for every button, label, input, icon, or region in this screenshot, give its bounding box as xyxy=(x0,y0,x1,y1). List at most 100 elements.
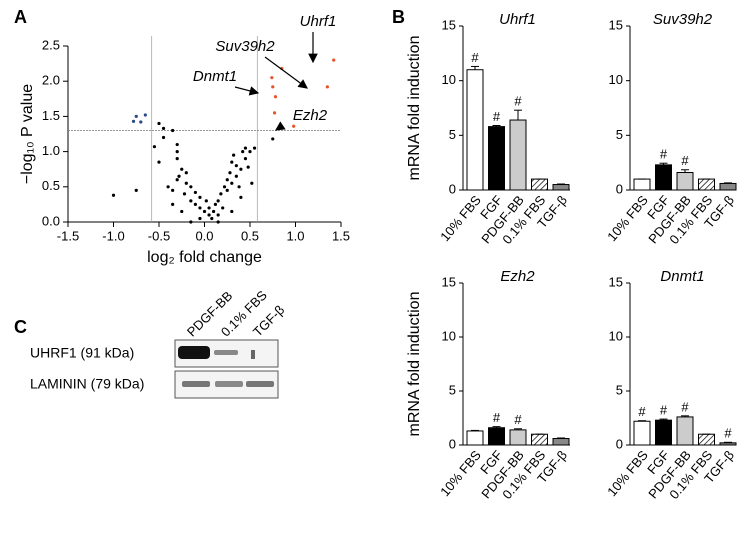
point xyxy=(213,202,218,206)
point xyxy=(216,220,220,224)
chart-title: Uhrf1 xyxy=(499,11,536,28)
x-tick-label: -1.0 xyxy=(102,228,124,243)
point xyxy=(175,157,179,161)
bar xyxy=(698,433,715,446)
bar xyxy=(719,182,737,191)
point xyxy=(175,150,179,154)
significance: # xyxy=(638,404,646,419)
point xyxy=(175,178,179,182)
point xyxy=(131,119,136,123)
point xyxy=(230,209,234,214)
bar xyxy=(676,416,694,446)
point xyxy=(273,95,278,99)
significance: # xyxy=(514,94,522,109)
point xyxy=(234,174,238,178)
y-tick-label: 1.0 xyxy=(42,143,60,158)
y-axis-label: mRNA fold induction xyxy=(406,36,423,181)
bar xyxy=(698,178,715,191)
point xyxy=(189,185,193,189)
bar xyxy=(633,420,651,446)
point xyxy=(207,213,211,217)
point xyxy=(193,202,197,206)
point xyxy=(252,146,257,150)
point xyxy=(219,192,223,196)
point xyxy=(216,213,220,217)
point xyxy=(222,185,227,189)
point xyxy=(243,157,248,161)
bar xyxy=(531,178,548,191)
blot-band xyxy=(215,381,243,387)
point xyxy=(272,111,277,115)
chart-title: Dnmt1 xyxy=(660,268,704,285)
point xyxy=(207,206,211,210)
point xyxy=(210,216,214,221)
significance: # xyxy=(681,153,689,168)
blot-band xyxy=(251,350,255,359)
y-tick-label: 5 xyxy=(616,382,623,397)
point xyxy=(180,209,184,214)
y-axis-label: mRNA fold induction xyxy=(406,292,423,437)
blot-band xyxy=(246,381,274,387)
significance: # xyxy=(514,412,522,427)
point xyxy=(184,171,188,175)
point xyxy=(237,185,241,189)
point xyxy=(134,188,138,192)
point xyxy=(198,206,202,210)
point xyxy=(270,76,274,80)
significance: # xyxy=(660,403,668,418)
row-label: LAMININ (79 kDa) xyxy=(30,376,144,392)
x-tick-label: 10% FBS xyxy=(437,192,484,244)
point xyxy=(143,113,147,117)
point xyxy=(332,58,336,62)
point xyxy=(243,146,248,150)
point xyxy=(248,150,252,154)
point xyxy=(189,220,193,224)
point xyxy=(166,185,170,189)
y-tick-label: 5 xyxy=(449,127,456,142)
x-tick-label: 10% FBS xyxy=(604,447,651,499)
point xyxy=(198,195,202,199)
y-tick-label: 0 xyxy=(616,436,623,451)
annotation: Ezh2 xyxy=(293,107,328,124)
y-tick-label: 10 xyxy=(442,72,456,87)
row-label: UHRF1 (91 kDa) xyxy=(30,345,134,361)
point xyxy=(204,199,208,203)
point xyxy=(171,128,175,133)
x-tick-label: -0.5 xyxy=(148,228,170,243)
blot-band xyxy=(214,350,238,355)
bar xyxy=(509,429,527,446)
point xyxy=(271,137,275,141)
point xyxy=(180,167,184,171)
bar xyxy=(466,430,484,446)
bar xyxy=(488,427,505,446)
point xyxy=(202,209,207,214)
significance: # xyxy=(493,109,501,124)
y-tick-label: 15 xyxy=(609,17,623,32)
bar xyxy=(531,433,548,446)
point xyxy=(152,145,157,149)
point xyxy=(161,126,166,130)
y-tick-label: 15 xyxy=(442,17,456,32)
point xyxy=(157,121,161,126)
point xyxy=(216,199,220,203)
point xyxy=(271,85,275,89)
x-tick-label: 1.0 xyxy=(286,228,304,243)
chart-title: Suv39h2 xyxy=(653,11,713,28)
point xyxy=(175,142,179,147)
y-tick-label: 5 xyxy=(449,382,456,397)
panel-label: C xyxy=(14,317,27,337)
bar xyxy=(552,438,570,446)
bar xyxy=(676,172,694,191)
bar xyxy=(466,69,484,191)
y-tick-label: 0 xyxy=(616,181,623,196)
point xyxy=(250,181,254,185)
point xyxy=(232,153,236,157)
point xyxy=(228,171,232,175)
bar xyxy=(509,119,527,191)
x-tick-label: 0.0 xyxy=(195,228,213,243)
significance: # xyxy=(493,410,501,425)
y-tick-label: 2.0 xyxy=(42,73,60,88)
y-tick-label: 0 xyxy=(449,436,456,451)
annotation: Dnmt1 xyxy=(193,68,237,85)
